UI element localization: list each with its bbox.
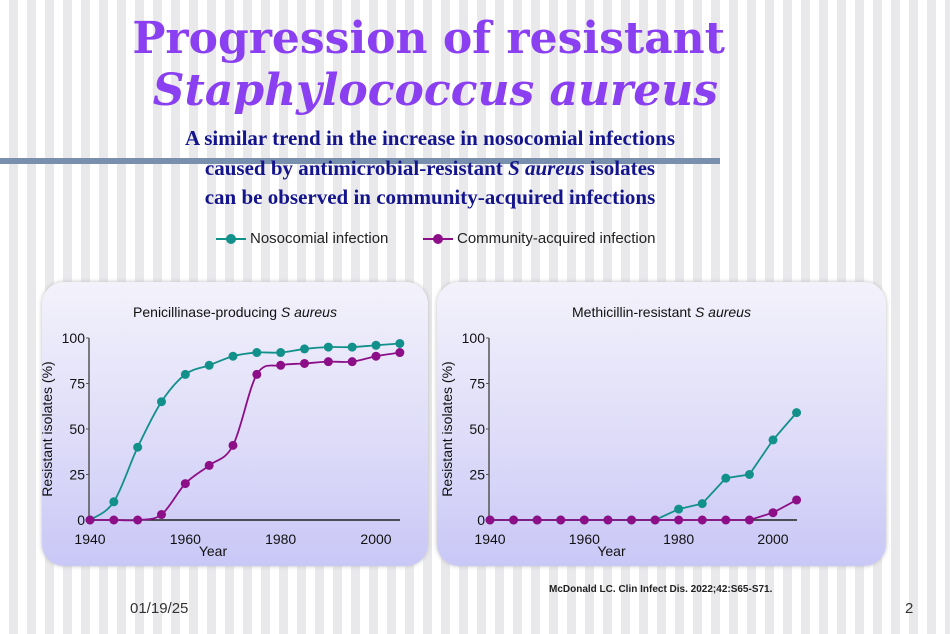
data-point xyxy=(697,515,707,525)
data-point xyxy=(180,479,190,489)
data-point xyxy=(133,442,143,452)
slide-date: 01/19/25 xyxy=(130,600,189,617)
legend-label: Community-acquired infection xyxy=(457,230,656,247)
series-line xyxy=(490,412,798,521)
data-point xyxy=(721,473,731,483)
data-point xyxy=(252,369,262,379)
data-point xyxy=(792,495,802,505)
y-axis-label: Resistant isolates (%) xyxy=(439,361,455,496)
legend-marker-icon xyxy=(216,233,246,245)
y-tick-label: 25 xyxy=(469,467,485,483)
data-point xyxy=(509,515,519,525)
subtitle-line2: caused by antimicrobial-resistant S aure… xyxy=(120,154,740,183)
chart-title-text: Penicillinase-producing xyxy=(133,304,281,320)
data-point xyxy=(347,357,357,367)
y-tick-label: 50 xyxy=(469,421,485,437)
data-point xyxy=(276,348,286,358)
y-tick-label: 0 xyxy=(477,512,485,528)
data-point xyxy=(323,342,333,352)
data-point xyxy=(228,440,238,450)
subtitle-line3: can be observed in community-acquired in… xyxy=(204,185,656,209)
data-point xyxy=(85,515,95,525)
data-point xyxy=(300,358,309,368)
data-point xyxy=(721,515,731,525)
data-point xyxy=(556,515,566,525)
legend-marker-icon xyxy=(423,233,453,245)
y-axis-label: Resistant isolates (%) xyxy=(39,361,55,496)
citation: McDonald LC. Clin Infect Dis. 2022;42:S6… xyxy=(549,584,773,595)
data-point xyxy=(323,357,333,367)
data-point xyxy=(371,351,381,361)
data-point xyxy=(744,515,754,525)
data-point xyxy=(627,515,636,525)
slide-number: 2 xyxy=(905,600,914,617)
data-point xyxy=(768,508,778,518)
data-point xyxy=(228,351,238,361)
slide-title-line1: Progression of resistant xyxy=(132,13,725,64)
x-tick-label: 2000 xyxy=(757,531,788,547)
series-line xyxy=(90,351,400,522)
chart-title: Methicillin-resistant S aureus xyxy=(437,304,886,320)
data-point xyxy=(603,515,613,525)
data-point xyxy=(252,348,262,358)
chart-title-italic: S aureus xyxy=(280,304,337,320)
data-point xyxy=(371,340,381,350)
data-point xyxy=(395,338,405,348)
y-tick-label: 100 xyxy=(462,330,486,346)
subtitle-text: caused by antimicrobial-resistant xyxy=(204,156,509,180)
x-tick-label: 1960 xyxy=(170,531,201,547)
subtitle-line1: A similar trend in the increase in nosoc… xyxy=(184,126,675,150)
data-point xyxy=(674,515,684,525)
y-tick-label: 0 xyxy=(77,512,85,528)
data-point xyxy=(157,397,166,407)
chart-panel-penicillinase: Penicillinase-producing S aureus xyxy=(42,282,428,566)
data-point xyxy=(347,342,357,352)
slide-title-line2: Staphylococcus aureus xyxy=(152,65,718,116)
data-point xyxy=(674,504,684,514)
subtitle-text: isolates xyxy=(584,156,656,180)
data-point xyxy=(792,408,802,418)
divider-bar xyxy=(0,158,720,164)
y-tick-label: 75 xyxy=(469,376,485,392)
data-point xyxy=(532,515,542,525)
chart-title: Penicillinase-producing S aureus xyxy=(42,304,428,320)
legend-label: Nosocomial infection xyxy=(250,230,389,247)
series-line xyxy=(89,342,400,521)
data-point xyxy=(697,499,707,509)
data-point xyxy=(768,435,778,445)
x-axis-label: Year xyxy=(597,543,626,559)
y-tick-label: 100 xyxy=(62,330,86,346)
legend-community: Community-acquired infection xyxy=(423,230,655,247)
x-tick-label: 1980 xyxy=(663,531,694,547)
data-point xyxy=(744,470,754,479)
subtitle-italic: S aureus xyxy=(508,156,585,180)
data-point xyxy=(109,497,119,507)
x-tick-label: 1940 xyxy=(474,531,505,547)
data-point xyxy=(650,515,660,525)
x-axis-label: Year xyxy=(199,543,228,559)
legend-nosocomial: Nosocomial infection xyxy=(216,230,388,247)
chart-title-italic: S aureus xyxy=(694,304,751,320)
x-tick-label: 1980 xyxy=(265,531,296,547)
x-tick-label: 1940 xyxy=(74,531,105,547)
x-tick-label: 1960 xyxy=(569,531,600,547)
x-tick-label: 2000 xyxy=(360,531,391,547)
y-tick-label: 25 xyxy=(69,467,85,483)
data-point xyxy=(109,515,119,525)
data-point xyxy=(276,360,286,370)
y-tick-label: 50 xyxy=(69,421,85,437)
data-point xyxy=(157,510,166,520)
y-tick-label: 75 xyxy=(69,376,85,392)
data-point xyxy=(395,348,405,358)
data-point xyxy=(579,515,589,525)
data-point xyxy=(300,344,309,354)
chart-title-text: Methicillin-resistant xyxy=(572,304,695,320)
data-point xyxy=(204,360,214,370)
data-point xyxy=(133,515,143,525)
data-point xyxy=(204,460,214,470)
data-point xyxy=(485,515,495,525)
data-point xyxy=(180,369,190,379)
